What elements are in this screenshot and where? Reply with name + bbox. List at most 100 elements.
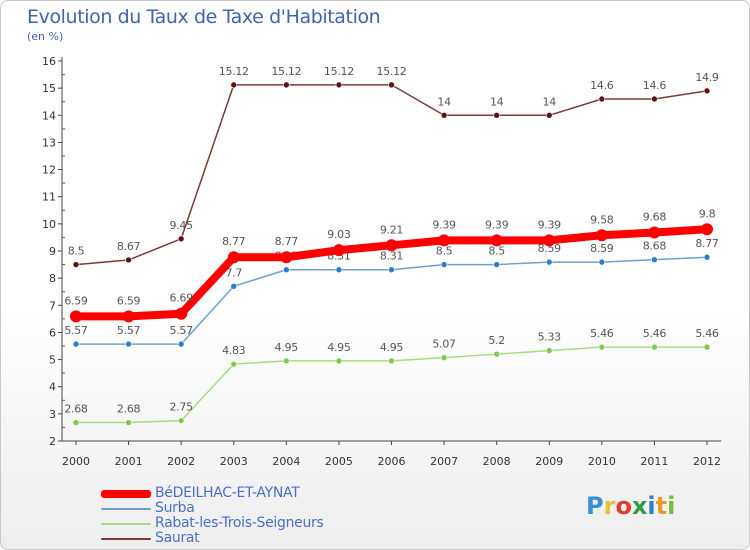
data-label: 15.12 [219, 65, 249, 78]
data-label: 8.5 [436, 245, 453, 258]
x-tick-label: 2007 [430, 455, 458, 468]
data-label: 14 [490, 95, 504, 108]
data-point [440, 111, 448, 119]
data-point [72, 419, 80, 426]
y-tick-label: 13 [42, 136, 56, 149]
y-tick-label: 10 [42, 218, 56, 231]
legend-swatch-surba [101, 508, 151, 510]
legend-swatch-saurat [101, 538, 151, 540]
data-label: 5.57 [117, 324, 141, 337]
legend: BéDEILHAC-ET-AYNAT Surba Rabat-les-Trois… [101, 485, 401, 546]
x-tick-label: 2006 [378, 455, 406, 468]
data-point [388, 357, 395, 365]
data-label: 14.6 [590, 79, 614, 92]
x-tick-label: 2000 [62, 455, 90, 468]
legend-label-saurat: Saurat [155, 530, 200, 546]
data-label: 8.5 [488, 245, 505, 258]
data-label: 9.39 [485, 218, 509, 231]
data-label: 5.2 [488, 334, 505, 347]
y-tick-label: 9 [49, 245, 56, 258]
data-label: 4.95 [275, 341, 299, 354]
data-label: 2.75 [170, 401, 194, 414]
legend-swatch-rabat [101, 523, 151, 525]
data-point [230, 360, 238, 368]
data-label: 8.77 [275, 235, 299, 248]
legend-item-surba: Surba [101, 500, 401, 516]
data-label: 5.07 [432, 338, 456, 351]
data-point [335, 266, 343, 274]
data-label: 5.46 [695, 327, 719, 340]
data-point [490, 234, 503, 247]
data-point [701, 223, 713, 236]
data-point [177, 340, 185, 348]
data-point [651, 95, 658, 103]
x-tick-label: 2010 [588, 455, 616, 468]
data-point [70, 310, 82, 323]
data-label: 14 [543, 95, 557, 108]
data-label: 5.33 [538, 331, 562, 344]
data-point [703, 253, 711, 261]
data-point [177, 417, 185, 424]
legend-label-bedeilhac: BéDEILHAC-ET-AYNAT [155, 485, 300, 501]
data-label: 8.5 [68, 245, 85, 258]
data-point [598, 343, 606, 351]
data-label: 6.59 [64, 294, 88, 307]
data-point [283, 266, 290, 274]
logo-letter: i [647, 492, 656, 520]
data-point [595, 229, 608, 242]
data-label: 15.12 [324, 65, 354, 78]
data-point [280, 251, 293, 264]
x-tick-label: 2005 [325, 455, 353, 468]
data-label: 6.59 [117, 294, 141, 307]
legend-item-rabat: Rabat-les-Trois-Seigneurs [101, 515, 401, 531]
y-tick-label: 14 [42, 109, 56, 122]
data-point [651, 343, 658, 351]
y-tick-label: 12 [42, 164, 56, 177]
y-tick-label: 6 [49, 326, 56, 339]
data-point [230, 81, 238, 89]
data-label: 15.12 [271, 65, 301, 78]
data-label: 5.46 [590, 327, 614, 340]
y-tick-label: 4 [49, 381, 56, 394]
data-point [72, 340, 80, 348]
x-tick-label: 2011 [640, 455, 668, 468]
data-label: 9.03 [327, 228, 351, 241]
data-point [440, 354, 448, 361]
y-tick-label: 3 [49, 408, 56, 421]
data-label: 7.7 [225, 266, 242, 279]
data-point [332, 244, 345, 257]
chart-title: Evolution du Taux de Taxe d'Habitation [27, 6, 381, 28]
logo-letter: P [586, 492, 604, 520]
data-point [125, 419, 132, 426]
data-point [493, 350, 500, 358]
data-label: 8.59 [590, 242, 614, 255]
data-point [335, 357, 343, 365]
x-tick-label: 2008 [483, 455, 511, 468]
data-point [651, 256, 658, 263]
y-tick-label: 16 [42, 55, 56, 68]
data-label: 6.69 [170, 292, 194, 305]
data-label: 5.46 [643, 327, 667, 340]
data-point [648, 226, 661, 239]
data-point [385, 239, 398, 252]
data-label: 5.57 [64, 324, 88, 337]
x-tick-label: 2003 [220, 455, 248, 468]
legend-swatch-bedeilhac [101, 490, 151, 498]
data-label: 8.77 [695, 237, 719, 250]
data-point [543, 234, 556, 247]
data-point [388, 81, 395, 89]
data-label: 8.68 [643, 240, 667, 253]
data-point [283, 81, 290, 89]
data-point [125, 340, 132, 348]
data-point [227, 251, 240, 264]
data-point [175, 307, 188, 320]
data-point [545, 111, 553, 119]
y-tick-label: 8 [49, 272, 56, 285]
data-label: 9.58 [590, 213, 614, 226]
data-point [230, 282, 238, 290]
data-label: 14 [437, 95, 451, 108]
legend-item-saurat: Saurat [101, 530, 401, 546]
data-point [388, 266, 395, 274]
